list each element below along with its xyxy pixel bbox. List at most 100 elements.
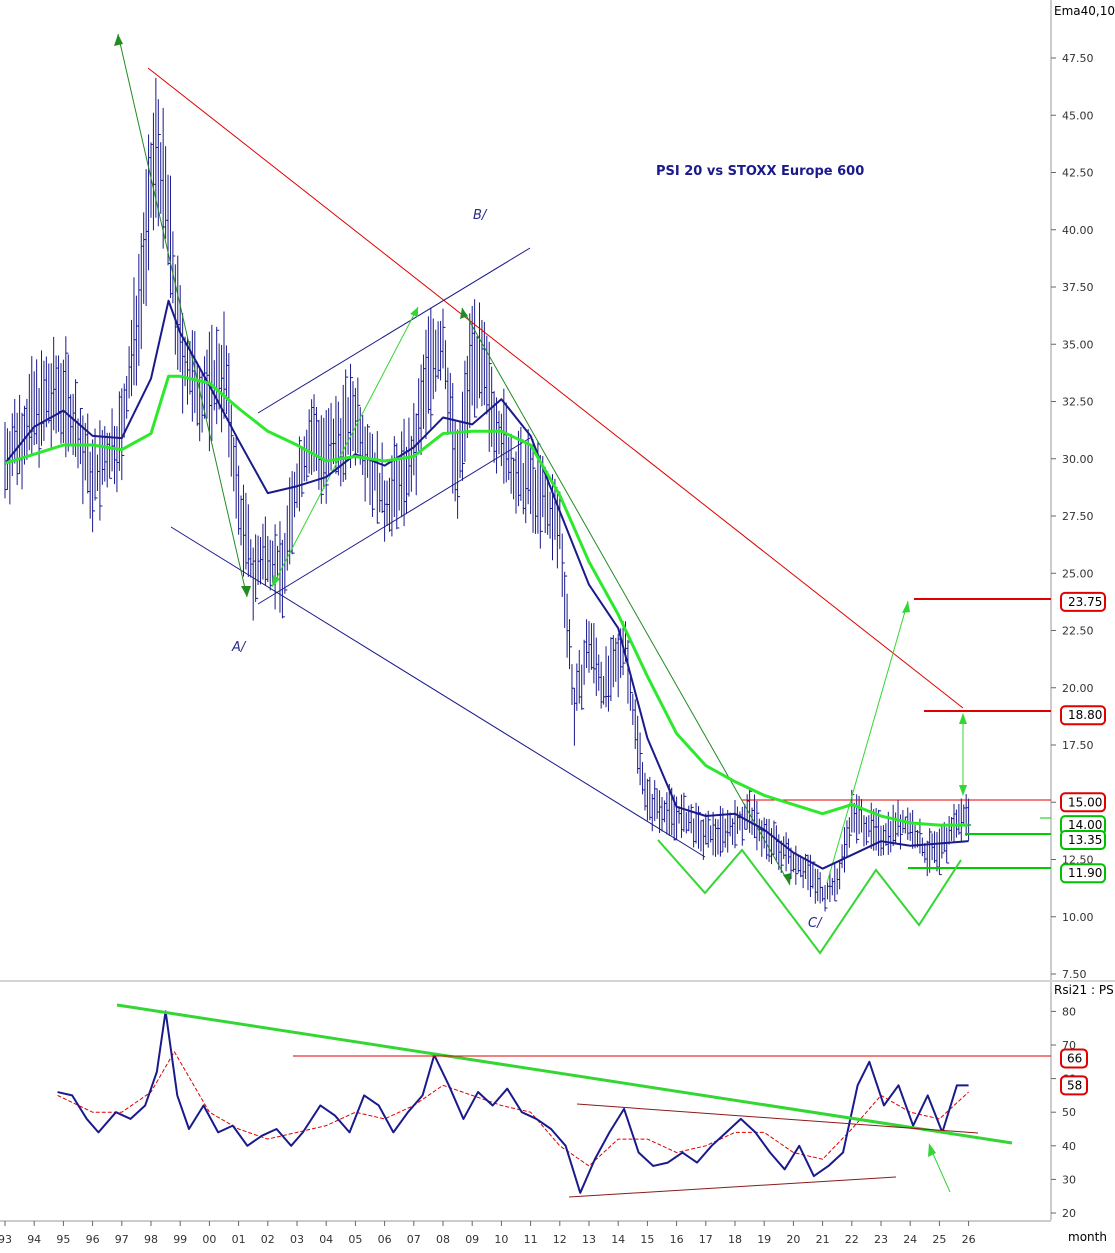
x-tick-label: 14 — [611, 1233, 625, 1246]
rsi-level-box — [1060, 1048, 1088, 1069]
price-tick-label: 10.00 — [1062, 911, 1094, 924]
red-downtrend-line — [147, 67, 964, 709]
level-box — [1060, 591, 1106, 612]
x-tick-label: 23 — [874, 1233, 888, 1246]
x-tick-label: 11 — [524, 1233, 538, 1246]
level-box — [1060, 863, 1106, 884]
price-tick-label: 20.00 — [1062, 682, 1094, 695]
rsi-upper-channel — [576, 1103, 979, 1134]
rsi-tick-label: 20 — [1062, 1207, 1076, 1220]
arrow-c-down — [461, 307, 791, 886]
rsi-line — [57, 1010, 969, 1194]
x-tick-label: 00 — [202, 1233, 216, 1246]
x-tick-label: 99 — [173, 1233, 187, 1246]
annotation-lines — [147, 67, 1051, 869]
rsi-level-box-label: 58 — [1067, 1078, 1082, 1092]
x-tick-label: 04 — [319, 1233, 333, 1246]
x-tick-label: 96 — [86, 1233, 100, 1246]
level-box-label: 14.00 — [1068, 818, 1102, 832]
level-box-label: 23.75 — [1068, 595, 1102, 609]
price-tick-label: 47.50 — [1062, 52, 1094, 65]
rsi-green-trendline — [116, 1003, 1013, 1145]
channel-lower-line — [257, 437, 531, 605]
x-tick-label: 09 — [465, 1233, 479, 1246]
rsi-tick-label: 40 — [1062, 1140, 1076, 1153]
green-arrows — [114, 33, 967, 1193]
price-tick-label: 32.50 — [1062, 396, 1094, 409]
price-tick-label: 17.50 — [1062, 739, 1094, 752]
price-tick-label: 40.00 — [1062, 224, 1094, 237]
ema-10-line — [4, 299, 969, 870]
x-tick-label: 20 — [786, 1233, 800, 1246]
x-tick-label: 02 — [261, 1233, 275, 1246]
x-tick-label: 16 — [670, 1233, 684, 1246]
level-box — [1060, 705, 1106, 726]
x-tick-label: 07 — [407, 1233, 421, 1246]
x-tick-label: 10 — [494, 1233, 508, 1246]
price-tick-label: 42.50 — [1062, 167, 1094, 180]
x-tick-label: 93 — [0, 1233, 12, 1246]
lower-channel-line — [170, 526, 706, 858]
x-tick-label: 15 — [640, 1233, 654, 1246]
x-tick-label: 95 — [56, 1233, 70, 1246]
price-tick-label: 30.00 — [1062, 453, 1094, 466]
level-box — [1060, 792, 1106, 813]
x-tick-label: 01 — [232, 1233, 246, 1246]
price-tick-label: 7.50 — [1062, 968, 1087, 981]
x-tick-label: 24 — [903, 1233, 917, 1246]
x-tick-label: 98 — [144, 1233, 158, 1246]
x-tick-label: 05 — [348, 1233, 362, 1246]
level-box-label: 11.90 — [1068, 866, 1102, 880]
rsi-lower-channel — [568, 1176, 897, 1198]
level-box — [1060, 830, 1106, 851]
price-tick-label: 27.50 — [1062, 510, 1094, 523]
arrow-b-up — [271, 306, 419, 588]
x-tick-label: 03 — [290, 1233, 304, 1246]
rsi-annotations — [116, 1003, 1051, 1198]
price-tick-label: 35.00 — [1062, 338, 1094, 351]
x-tick-label: 21 — [816, 1233, 830, 1246]
arrow-a-down — [117, 33, 248, 598]
wave-label-c: C/ — [808, 916, 823, 931]
x-tick-label: 08 — [436, 1233, 450, 1246]
wave-label-a: A/ — [231, 640, 247, 655]
x-ticks: 93 94 95 96 97 98 99 00 01 02 03 04 05 06 07 08 09 10 11 12… — [0, 1221, 976, 1246]
x-tick-label: 94 — [27, 1233, 41, 1246]
chart-title: PSI 20 vs STOXX Europe 600 — [656, 164, 864, 179]
wave-label-b: B/ — [473, 208, 488, 223]
level-box-label: 13.35 — [1068, 833, 1102, 847]
x-tick-label: 06 — [378, 1233, 392, 1246]
rsi-tick-label: 50 — [1062, 1106, 1076, 1119]
x-tick-label: 19 — [757, 1233, 771, 1246]
rsi-tick-label: 30 — [1062, 1173, 1076, 1186]
price-tick-label: 45.00 — [1062, 109, 1094, 122]
rsi-tick-label: 80 — [1062, 1005, 1076, 1018]
price-bars — [4, 77, 972, 912]
x-tick-label: 17 — [699, 1233, 713, 1246]
x-tick-label: 26 — [962, 1233, 976, 1246]
rsi-indicator-label: Rsi21 : PS — [1054, 983, 1114, 997]
rsi-signal-line — [57, 1051, 969, 1167]
price-tick-label: 25.00 — [1062, 567, 1094, 580]
x-tick-label: 13 — [582, 1233, 596, 1246]
level-box-label: 18.80 — [1068, 708, 1102, 722]
rsi-level-box — [1060, 1075, 1088, 1096]
series-layer — [4, 299, 969, 1194]
price-tick-label: 37.50 — [1062, 281, 1094, 294]
x-tick-label: 22 — [845, 1233, 859, 1246]
rsi-arrow — [929, 1146, 951, 1193]
ema-40-line — [4, 374, 969, 827]
rsi-level-box-label: 66 — [1067, 1051, 1082, 1065]
x-tick-label: 25 — [932, 1233, 946, 1246]
price-indicator-label: Ema40,10 — [1054, 4, 1115, 18]
price-tick-label: 22.50 — [1062, 625, 1094, 638]
x-axis-label: month — [1068, 1230, 1107, 1244]
x-tick-label: 18 — [728, 1233, 742, 1246]
pattern-zigzag — [657, 839, 962, 955]
x-tick-label: 12 — [553, 1233, 567, 1246]
level-box-label: 15.00 — [1068, 795, 1102, 809]
channel-upper-line — [257, 247, 531, 414]
arrow-target-up — [826, 600, 909, 884]
